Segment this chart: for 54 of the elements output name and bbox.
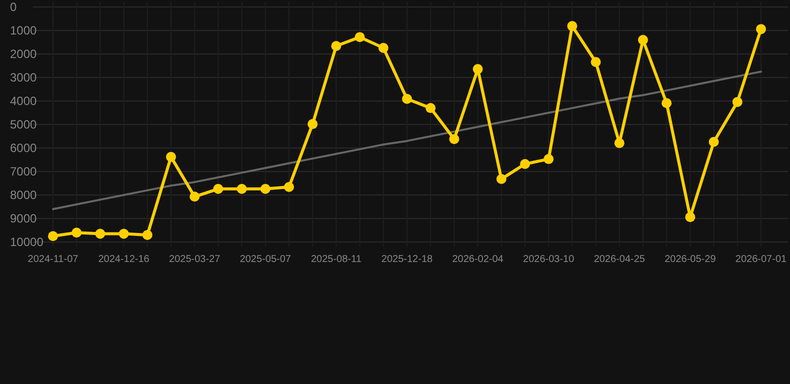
point — [544, 154, 554, 164]
y-tick-label: 8000 — [10, 188, 38, 202]
point — [472, 64, 483, 74]
point — [331, 41, 342, 52]
y-tick-label: 2000 — [10, 47, 38, 61]
point — [449, 134, 460, 144]
point — [142, 230, 152, 240]
point — [354, 32, 365, 42]
point — [308, 119, 318, 130]
point — [118, 228, 129, 239]
x-tick-label: 2024-12-16 — [98, 254, 150, 265]
y-tick-label: 4000 — [10, 94, 38, 108]
point — [190, 192, 200, 202]
point — [166, 152, 176, 162]
point — [236, 184, 247, 194]
point — [638, 34, 648, 45]
x-tick-label: 2025-03-27 — [169, 254, 221, 265]
x-tick-label: 2024-11-07 — [28, 254, 79, 265]
point — [284, 182, 294, 192]
point — [662, 98, 672, 108]
y-tick-label: 6000 — [10, 141, 38, 155]
y-tick-label: 9000 — [10, 212, 38, 226]
point — [48, 231, 58, 242]
point — [520, 158, 530, 169]
point — [260, 184, 270, 194]
x-tick-label: 2026-07-01 — [735, 254, 788, 265]
y-tick-label: 3000 — [10, 70, 38, 84]
point — [213, 184, 224, 194]
x-tick-label: 2026-02-04 — [452, 254, 504, 265]
point — [614, 138, 624, 148]
point — [590, 56, 601, 67]
point — [72, 228, 82, 238]
y-tick-label: 7000 — [10, 164, 38, 178]
point — [708, 136, 719, 147]
x-tick-label: 2025-12-18 — [381, 254, 434, 265]
x-tick-label: 2026-05-29 — [664, 254, 716, 265]
x-tick-label: 2025-08-11 — [310, 254, 362, 265]
point — [732, 96, 742, 107]
point — [95, 228, 106, 239]
y-tick-label: 5000 — [10, 118, 38, 132]
y-tick-label: 0 — [10, 0, 17, 14]
y-tick-label: 10000 — [10, 235, 44, 249]
point — [567, 21, 578, 32]
x-tick-label: 2026-04-25 — [594, 254, 646, 265]
point — [378, 42, 388, 53]
point — [496, 174, 506, 184]
point — [685, 212, 696, 222]
x-tick-label: 2026-03-10 — [523, 254, 575, 265]
y-tick-label: 1000 — [10, 24, 38, 38]
x-tick-label: 2025-05-07 — [240, 254, 292, 265]
point — [426, 103, 436, 114]
point — [402, 94, 412, 104]
point — [756, 24, 766, 34]
line-series — [52, 70, 762, 210]
